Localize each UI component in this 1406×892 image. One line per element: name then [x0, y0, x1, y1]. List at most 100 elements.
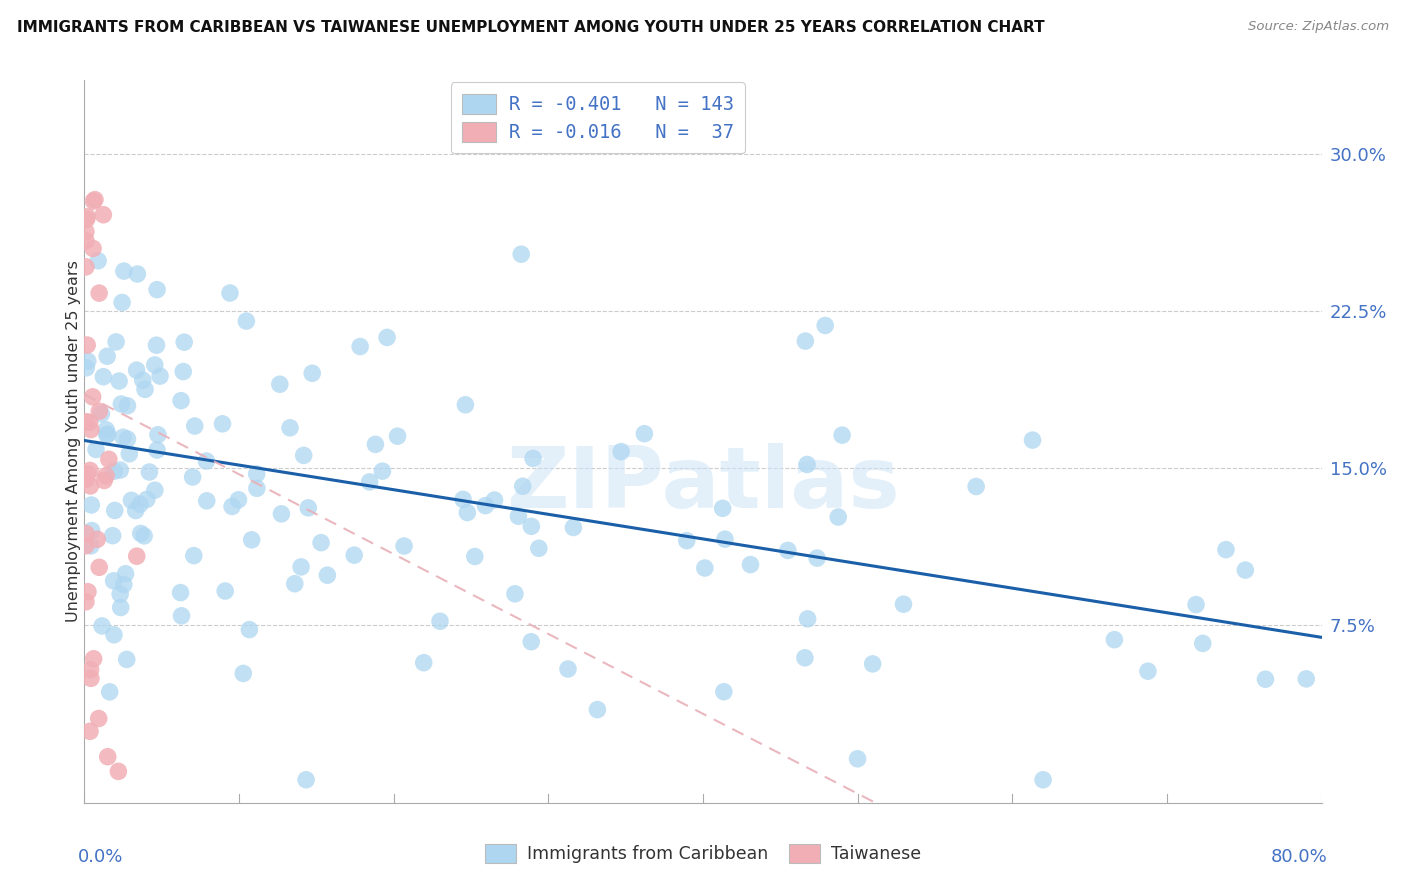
Point — [965, 479, 987, 493]
Point — [75, 234, 97, 248]
Point — [75, 360, 97, 375]
Point — [129, 497, 152, 511]
Point — [80, 671, 103, 685]
Point — [79, 724, 101, 739]
Point — [610, 444, 633, 458]
Point — [75, 415, 97, 429]
Point — [146, 283, 169, 297]
Point — [301, 366, 323, 380]
Point — [82, 242, 104, 256]
Point — [80, 539, 103, 553]
Point — [1136, 664, 1159, 678]
Point — [1104, 632, 1126, 647]
Point — [93, 208, 115, 222]
Point — [112, 430, 135, 444]
Point — [232, 666, 254, 681]
Point — [87, 712, 110, 726]
Point — [290, 560, 312, 574]
Point — [75, 595, 97, 609]
Point — [97, 427, 120, 442]
Point — [633, 426, 655, 441]
Point — [110, 600, 132, 615]
Point — [76, 467, 98, 481]
Point — [375, 330, 398, 344]
Point — [269, 377, 291, 392]
Point — [91, 619, 114, 633]
Point — [846, 752, 869, 766]
Point — [143, 483, 166, 498]
Point — [89, 560, 111, 574]
Point — [114, 566, 136, 581]
Point — [104, 503, 127, 517]
Point — [172, 365, 194, 379]
Point — [711, 501, 734, 516]
Point — [238, 623, 260, 637]
Point — [814, 318, 837, 333]
Point — [429, 614, 451, 628]
Point — [713, 684, 735, 698]
Point — [79, 663, 101, 677]
Point — [562, 520, 585, 534]
Point — [228, 492, 250, 507]
Point — [246, 481, 269, 495]
Point — [98, 685, 121, 699]
Point — [173, 335, 195, 350]
Point — [309, 535, 332, 549]
Point — [103, 574, 125, 588]
Point — [343, 548, 366, 562]
Point — [184, 419, 207, 434]
Point — [364, 437, 387, 451]
Point — [75, 225, 97, 239]
Text: 0.0%: 0.0% — [79, 847, 124, 865]
Point — [94, 468, 117, 483]
Point — [117, 432, 139, 446]
Point — [82, 194, 104, 208]
Point — [89, 404, 111, 418]
Point — [112, 577, 135, 591]
Point — [135, 492, 157, 507]
Point — [503, 587, 526, 601]
Point — [195, 493, 218, 508]
Point — [464, 549, 486, 564]
Point — [146, 427, 169, 442]
Point — [297, 500, 319, 515]
Point — [169, 585, 191, 599]
Point — [456, 506, 478, 520]
Point — [484, 493, 506, 508]
Point — [115, 652, 138, 666]
Point — [110, 463, 132, 477]
Point — [359, 475, 381, 489]
Point — [1185, 598, 1208, 612]
Point — [827, 510, 849, 524]
Point — [96, 428, 118, 442]
Point — [86, 533, 108, 547]
Point — [527, 541, 550, 556]
Point — [1032, 772, 1054, 787]
Point — [214, 584, 236, 599]
Point — [127, 267, 149, 281]
Point — [270, 507, 292, 521]
Point — [112, 264, 135, 278]
Legend: Immigrants from Caribbean, Taiwanese: Immigrants from Caribbean, Taiwanese — [478, 837, 928, 870]
Point — [76, 210, 98, 224]
Text: IMMIGRANTS FROM CARIBBEAN VS TAIWANESE UNEMPLOYMENT AMONG YOUTH UNDER 25 YEARS C: IMMIGRANTS FROM CARIBBEAN VS TAIWANESE U… — [17, 20, 1045, 35]
Point — [111, 295, 134, 310]
Point — [235, 314, 257, 328]
Point — [79, 479, 101, 493]
Point — [522, 451, 544, 466]
Point — [714, 532, 737, 546]
Point — [794, 334, 817, 348]
Point — [586, 702, 609, 716]
Point — [79, 415, 101, 429]
Point — [831, 428, 853, 442]
Point — [138, 465, 160, 479]
Point — [80, 498, 103, 512]
Point — [93, 474, 115, 488]
Point — [387, 429, 409, 443]
Point — [83, 652, 105, 666]
Point — [349, 339, 371, 353]
Point — [520, 519, 543, 533]
Point — [512, 479, 534, 493]
Point — [97, 749, 120, 764]
Point — [143, 358, 166, 372]
